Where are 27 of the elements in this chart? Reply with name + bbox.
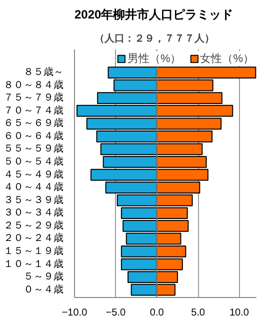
y-tick-label: ７０～７４歳 [4, 104, 64, 116]
x-tick-label: 0.0 [150, 308, 164, 318]
y-tick-label: ６５～６９歳 [4, 117, 64, 130]
chart-title: 2020年柳井市人口ピラミッド [74, 8, 234, 22]
y-tick-label: ８０～８４歳 [4, 78, 64, 91]
y-tick-label: ４５～４９歳 [4, 168, 64, 180]
x-tick-label: −10.0 [62, 308, 88, 318]
x-tick-label: 5.0 [191, 308, 206, 318]
y-tick-label: ６０～６４歳 [4, 130, 64, 142]
y-tick-label: ５～９歳 [24, 270, 64, 283]
y-tick-label: ７５～７９歳 [4, 92, 64, 104]
y-tick-label: ０～４歳 [24, 283, 64, 296]
y-tick-label: ５０～５４歳 [4, 155, 64, 168]
y-tick-label: ３５～３９歳 [4, 194, 64, 206]
y-tick-label: ２５～２９歳 [4, 219, 64, 232]
y-tick-label: ５５～５９歳 [4, 142, 64, 155]
y-tick-label: ３０～３４歳 [4, 206, 64, 219]
x-tick-label: 10.0 [229, 308, 250, 318]
y-tick-label: ２０～２４歳 [4, 232, 64, 244]
y-tick-label: １５～１９歳 [4, 244, 64, 257]
x-tick-label: −5.0 [106, 308, 126, 318]
chart-subtitle: （人口：２９，７７７人） [94, 32, 214, 44]
y-tick-label: ８５歳～ [24, 66, 64, 78]
legend-label: 男性（%） [127, 52, 182, 66]
y-tick-label: ４０～４４歳 [4, 181, 64, 194]
y-tick-label: １０～１４歳 [4, 258, 64, 270]
legend-label: 女性（%） [200, 52, 254, 66]
